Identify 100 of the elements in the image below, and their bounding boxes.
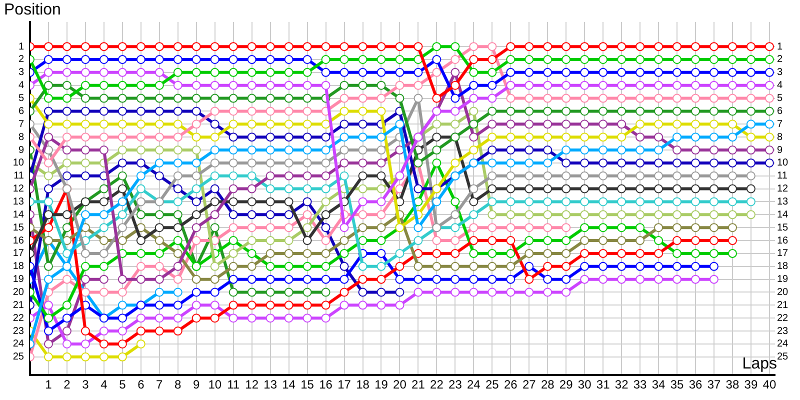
- point: [99, 262, 108, 271]
- point: [154, 300, 164, 310]
- point: [617, 171, 626, 180]
- point: [62, 42, 72, 52]
- point: [210, 210, 220, 220]
- point: [506, 274, 516, 284]
- point: [136, 248, 146, 258]
- point: [764, 55, 774, 64]
- point: [154, 236, 164, 246]
- point: [284, 171, 294, 180]
- point: [636, 236, 645, 246]
- x-tick-label: 25: [485, 378, 500, 392]
- point: [469, 146, 478, 155]
- point: [488, 132, 497, 142]
- point: [266, 274, 275, 284]
- point: [506, 94, 516, 103]
- point: [524, 274, 534, 284]
- point: [636, 80, 645, 90]
- point: [728, 42, 737, 52]
- point: [266, 184, 275, 194]
- point: [136, 158, 146, 168]
- point: [266, 223, 275, 232]
- point: [118, 223, 127, 232]
- point: [99, 42, 108, 52]
- point: [746, 80, 756, 90]
- point: [691, 262, 700, 271]
- point: [247, 80, 256, 90]
- point: [247, 120, 256, 129]
- point: [414, 223, 423, 232]
- point: [654, 262, 664, 271]
- point: [746, 158, 756, 168]
- point: [506, 223, 516, 232]
- point: [598, 42, 608, 52]
- x-tick-label: 13: [264, 378, 278, 392]
- point: [728, 94, 737, 103]
- point: [99, 146, 108, 155]
- point: [80, 80, 90, 90]
- point: [450, 120, 460, 129]
- point: [672, 94, 682, 103]
- point: [358, 42, 368, 52]
- point: [580, 210, 590, 220]
- y2-tick-label: 17: [777, 248, 789, 260]
- point: [62, 352, 72, 362]
- point: [524, 262, 534, 271]
- point: [136, 274, 146, 284]
- point: [118, 300, 127, 310]
- point: [636, 120, 645, 129]
- point: [432, 197, 442, 206]
- x-tick-label: 38: [726, 378, 740, 392]
- point: [506, 248, 516, 258]
- point: [598, 210, 608, 220]
- point: [266, 236, 275, 246]
- point: [617, 55, 626, 64]
- y-tick-label: 23: [12, 326, 24, 337]
- point: [284, 314, 294, 323]
- point: [728, 146, 737, 155]
- point: [321, 197, 330, 206]
- point: [118, 274, 127, 284]
- point: [210, 262, 220, 271]
- x-tick-label: 2: [64, 378, 71, 392]
- y2-tick-label: 22: [777, 312, 789, 324]
- point: [764, 158, 774, 168]
- point: [617, 223, 626, 232]
- point: [764, 80, 774, 90]
- point: [44, 314, 53, 323]
- point: [173, 274, 182, 284]
- point: [358, 80, 368, 90]
- point: [210, 223, 220, 232]
- point: [524, 223, 534, 232]
- point: [302, 210, 312, 220]
- point: [543, 146, 552, 155]
- point: [173, 42, 182, 52]
- point: [321, 288, 330, 297]
- point: [469, 236, 478, 246]
- point: [469, 42, 478, 52]
- point: [543, 274, 552, 284]
- y-tick-label: 3: [18, 67, 24, 78]
- point: [469, 223, 478, 232]
- point: [672, 42, 682, 52]
- point: [136, 106, 146, 116]
- point: [284, 94, 294, 103]
- y2-tick-label: 15: [777, 222, 789, 234]
- point: [302, 236, 312, 246]
- point: [395, 300, 404, 310]
- point: [672, 158, 682, 168]
- point: [118, 210, 127, 220]
- point: [728, 236, 737, 246]
- point: [524, 132, 534, 142]
- point: [728, 68, 737, 77]
- point: [450, 94, 460, 103]
- point: [598, 120, 608, 129]
- y-tick-label: 1: [18, 41, 24, 52]
- point: [543, 171, 552, 180]
- point: [746, 94, 756, 103]
- point: [302, 106, 312, 116]
- point: [488, 288, 497, 297]
- point: [340, 274, 349, 284]
- point: [321, 68, 330, 77]
- point: [488, 274, 497, 284]
- point: [376, 80, 386, 90]
